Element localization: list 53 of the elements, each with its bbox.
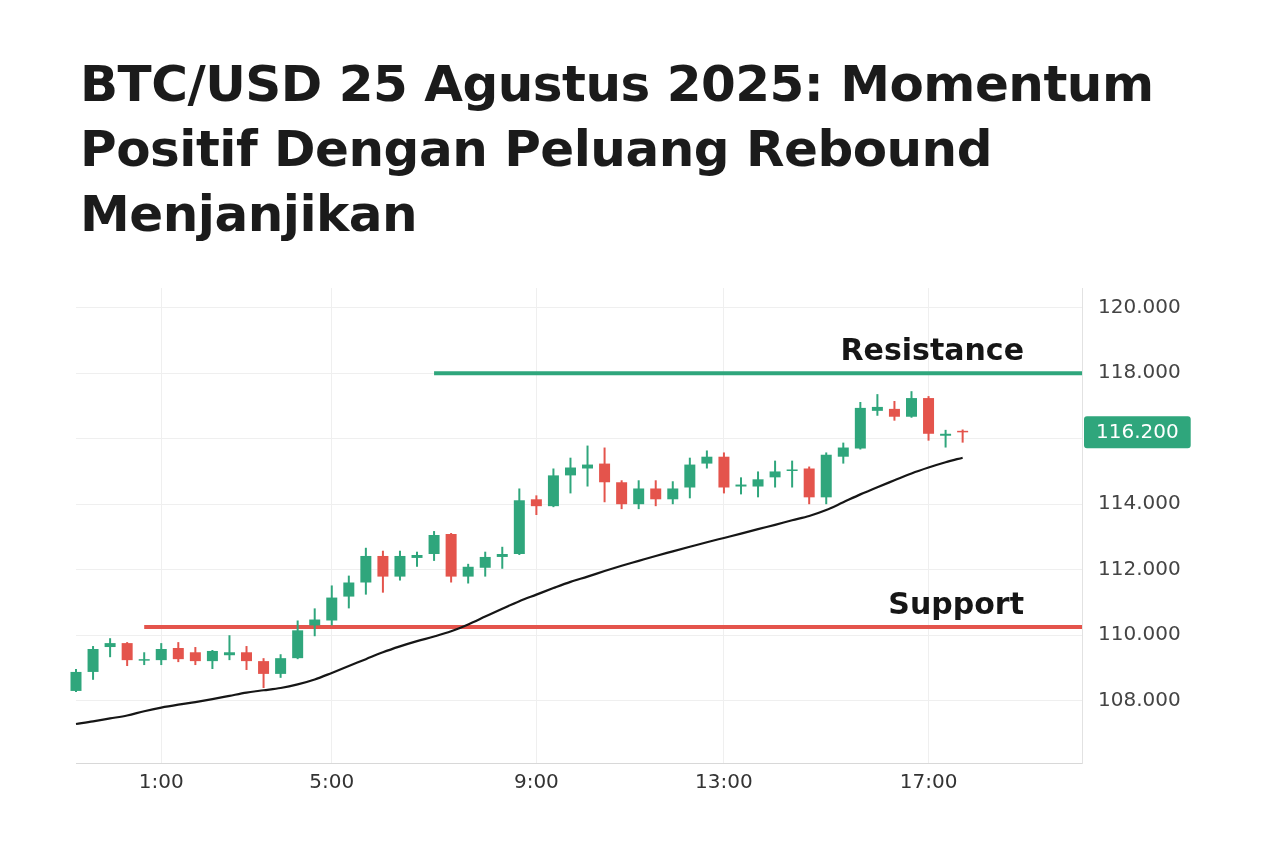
candlestick bbox=[667, 480, 679, 506]
series-label: Resistance bbox=[840, 331, 1024, 367]
candlestick bbox=[377, 549, 389, 594]
candlestick bbox=[769, 459, 781, 489]
candlestick bbox=[258, 657, 270, 689]
candlestick bbox=[462, 562, 474, 585]
candlestick bbox=[940, 428, 952, 449]
candlestick bbox=[786, 459, 798, 489]
candlestick bbox=[343, 574, 355, 610]
candlestick bbox=[121, 641, 133, 668]
y-tick-label: 110.000 bbox=[1098, 621, 1181, 646]
y-tick-label: 108.000 bbox=[1098, 686, 1181, 711]
text: 116.200 bbox=[1096, 419, 1179, 444]
candlestick bbox=[155, 642, 167, 667]
candlestick bbox=[241, 645, 253, 671]
candlestick bbox=[888, 400, 900, 422]
y-tick-label: 118.000 bbox=[1098, 359, 1181, 384]
candlestick bbox=[428, 530, 440, 562]
candlestick bbox=[479, 550, 491, 578]
y-tick-label: 114.000 bbox=[1098, 490, 1181, 515]
x-tick-label: 9:00 bbox=[513, 769, 559, 794]
candlestick bbox=[530, 494, 542, 517]
candlestick bbox=[650, 479, 662, 508]
series-label: Support bbox=[888, 585, 1024, 621]
x-tick-label: 5:00 bbox=[309, 769, 355, 794]
x-tick-label: 17:00 bbox=[899, 769, 958, 794]
candlestick bbox=[752, 470, 764, 499]
candlestick bbox=[582, 444, 594, 488]
candlestick bbox=[223, 634, 235, 662]
candlestick bbox=[172, 641, 184, 664]
candlestick bbox=[871, 393, 883, 417]
candlestick bbox=[70, 667, 82, 693]
x-tick-label: 13:00 bbox=[695, 769, 753, 794]
candlestick bbox=[87, 645, 99, 681]
candlestick bbox=[275, 653, 287, 679]
candlestick bbox=[189, 646, 201, 667]
candlestick bbox=[837, 441, 849, 465]
candlestick bbox=[326, 584, 338, 627]
candlestick bbox=[104, 637, 116, 659]
candlestick bbox=[684, 456, 696, 500]
candlestick bbox=[616, 479, 628, 511]
candlestick bbox=[633, 479, 645, 511]
candlestick bbox=[905, 390, 917, 419]
y-tick-label: 112.000 bbox=[1098, 555, 1181, 580]
y-tick-label: 120.000 bbox=[1098, 293, 1181, 318]
candlestick bbox=[206, 648, 218, 670]
x-tick-label: 1:00 bbox=[138, 769, 184, 794]
candlestick bbox=[496, 545, 508, 570]
candlestick bbox=[394, 549, 406, 582]
candlestick bbox=[599, 446, 611, 504]
chart-title: BTC/USD 25 Agustus 2025: Momentum Positif Dengan Peluang Rebound Menjanjikan bbox=[80, 54, 1155, 245]
candlestick bbox=[701, 449, 713, 470]
candlestick bbox=[564, 456, 576, 495]
